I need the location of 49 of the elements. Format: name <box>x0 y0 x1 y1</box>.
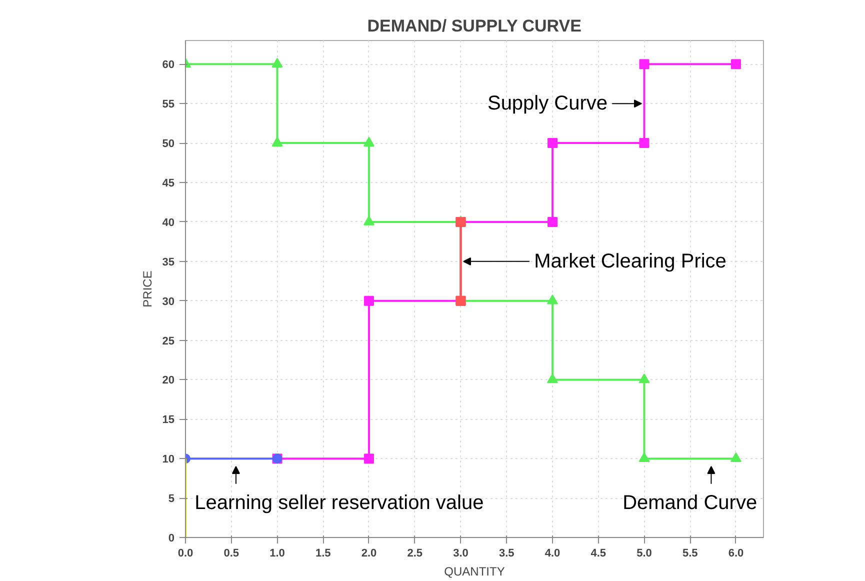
x-tick-label: 1.0 <box>270 548 285 560</box>
y-tick-label: 55 <box>162 98 175 111</box>
point <box>364 454 374 464</box>
y-tick-label: 20 <box>162 374 175 387</box>
x-axis-title: QUANTITY <box>444 564 505 578</box>
y-tick-label: 50 <box>162 138 175 150</box>
y-tick-label: 5 <box>168 493 175 506</box>
point <box>363 136 374 146</box>
x-tick-label: 0.5 <box>224 548 240 560</box>
y-tick-label: 25 <box>162 335 175 348</box>
x-tick-label: 5.0 <box>636 548 652 560</box>
annotation: Market Clearing Price <box>534 250 726 272</box>
point <box>730 452 742 462</box>
y-tick-label: 40 <box>162 216 175 229</box>
point <box>639 138 650 148</box>
y-tick-label: 10 <box>162 454 175 466</box>
point <box>639 59 650 70</box>
y-tick-label: 60 <box>162 59 175 72</box>
x-tick-label: 1.5 <box>315 548 331 560</box>
point <box>272 136 283 146</box>
x-tick-label: 3.0 <box>453 548 468 560</box>
point <box>547 216 558 227</box>
chart-title: DEMAND/ SUPPLY CURVE <box>367 16 582 36</box>
point <box>546 294 558 304</box>
point <box>638 373 650 384</box>
x-tick-label: 2.5 <box>407 548 423 560</box>
y-tick-label: 30 <box>162 296 175 308</box>
x-tick-label: 4.0 <box>544 548 560 560</box>
x-tick-label: 0.0 <box>178 548 194 560</box>
y-axis-title: PRICE <box>140 270 154 308</box>
x-tick-label: 6.0 <box>728 548 744 560</box>
point <box>730 59 741 70</box>
y-tick-label: 45 <box>162 178 175 190</box>
annotation: Supply Curve <box>487 92 608 115</box>
x-tick-label: 4.5 <box>590 548 606 560</box>
y-tick-label: 35 <box>162 256 175 268</box>
x-tick-label: 5.5 <box>682 548 698 560</box>
point <box>272 58 283 68</box>
point <box>638 452 650 462</box>
annotation: Learning seller reservation value <box>194 492 484 514</box>
x-tick-label: 3.5 <box>498 548 514 560</box>
point <box>547 138 558 148</box>
point <box>364 296 374 306</box>
y-tick-label: 15 <box>162 414 175 426</box>
point <box>546 373 558 384</box>
point <box>363 216 374 226</box>
x-tick-label: 2.0 <box>361 548 377 560</box>
y-tick-label: 0 <box>168 532 175 544</box>
annotation: Demand Curve <box>622 492 758 514</box>
